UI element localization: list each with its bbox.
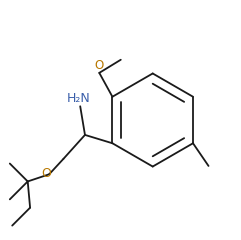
Text: H₂N: H₂N (67, 92, 91, 105)
Text: O: O (41, 167, 51, 180)
Text: O: O (95, 59, 104, 72)
